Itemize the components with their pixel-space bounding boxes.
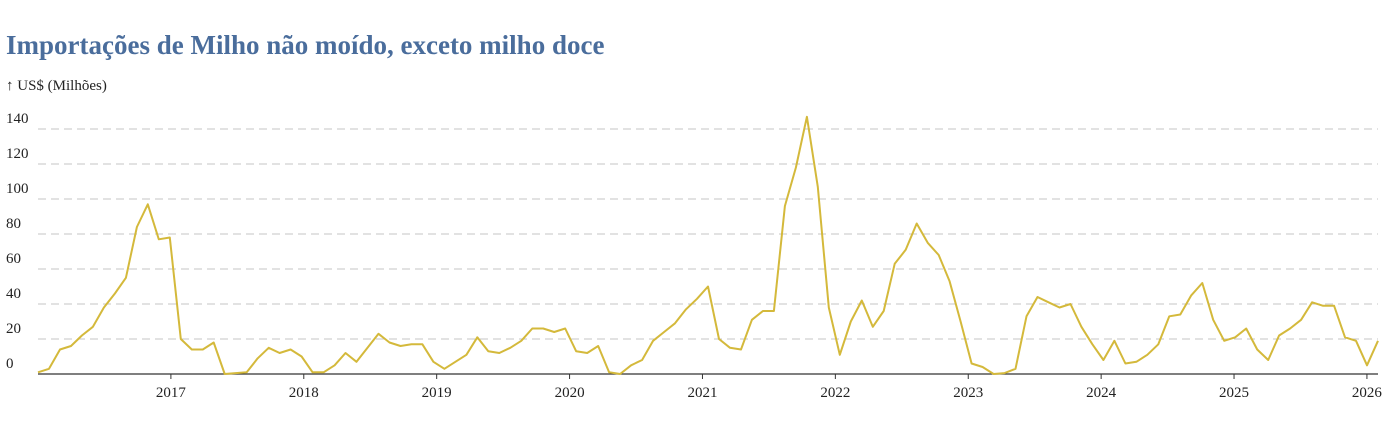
- x-tick-label: 2017: [156, 385, 187, 401]
- x-axis-ticks: 2017 2018 2019 2020 2021 2022 2023 2024 2025 2026: [156, 374, 1383, 401]
- chart-title: Importações de Milho não moído, exceto m…: [6, 30, 605, 60]
- y-axis-ticks: 0 20 40 60 80 100 120 140: [6, 111, 29, 372]
- y-tick-label: 140: [6, 111, 29, 127]
- x-tick-label: 2024: [1086, 385, 1117, 401]
- x-tick-label: 2022: [820, 385, 850, 401]
- y-tick-label: 60: [6, 251, 21, 267]
- x-tick-label: 2023: [953, 385, 983, 401]
- series-line: [37, 115, 1379, 375]
- y-axis-unit-label: ↑ US$ (Milhões): [6, 78, 107, 94]
- y-tick-label: 40: [6, 286, 21, 302]
- y-tick-label: 20: [6, 321, 21, 337]
- x-tick-label: 2019: [422, 385, 452, 401]
- y-tick-label: 120: [6, 146, 29, 162]
- x-tick-label: 2018: [289, 385, 319, 401]
- y-tick-label: 80: [6, 216, 21, 232]
- x-tick-label: 2020: [555, 385, 585, 401]
- y-tick-label: 100: [6, 181, 29, 197]
- x-tick-label: 2025: [1219, 385, 1249, 401]
- gridlines: [38, 128, 1378, 375]
- series-layer: [37, 115, 1379, 375]
- y-tick-label: 0: [6, 356, 14, 372]
- x-tick-label: 2026: [1352, 385, 1383, 401]
- x-tick-label: 2021: [687, 385, 717, 401]
